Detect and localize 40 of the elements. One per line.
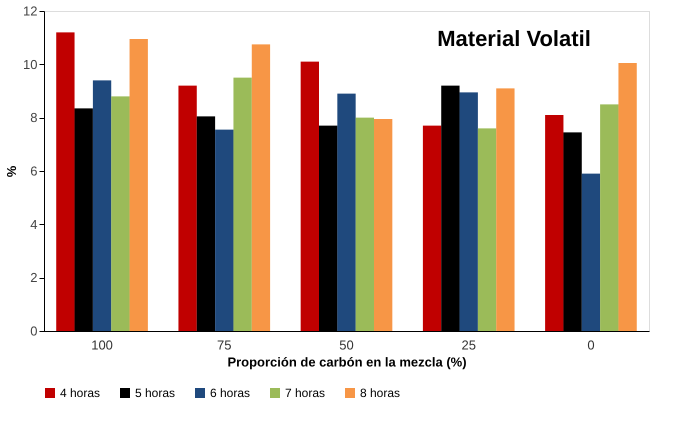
bar (215, 130, 234, 331)
bar (178, 86, 197, 331)
bar (92, 80, 112, 331)
y-tick-label: 2 (30, 270, 38, 286)
bar (600, 104, 618, 331)
bar (422, 126, 442, 331)
bar (374, 119, 392, 331)
bar (130, 39, 148, 331)
bar (111, 96, 130, 331)
bar (337, 94, 356, 331)
x-axis-title: Proporción de carbón en la mezcla (%) (227, 354, 467, 370)
bar (618, 63, 637, 331)
x-tick-label: 0 (587, 338, 595, 352)
x-tick-label: 50 (339, 338, 354, 352)
bar (56, 32, 75, 331)
x-tick-label: 75 (217, 338, 232, 352)
y-tick-label: 8 (30, 110, 38, 126)
legend-label: 7 horas (285, 386, 326, 400)
bar (478, 128, 496, 331)
legend-label: 4 horas (60, 386, 100, 400)
y-tick-label: 10 (23, 56, 38, 72)
y-tick-label: 12 (23, 4, 38, 18)
bar (545, 115, 564, 331)
bar (460, 92, 478, 331)
y-axis-title: % (4, 165, 20, 178)
y-tick-label: 4 (30, 216, 38, 232)
legend-label: 8 horas (360, 386, 400, 400)
bar (233, 78, 252, 331)
legend-label: 6 horas (210, 386, 250, 400)
bar (356, 118, 374, 331)
bar (496, 88, 515, 331)
y-tick-label: 0 (30, 324, 38, 338)
x-tick-label: 25 (461, 338, 476, 352)
y-tick-label: 6 (30, 164, 38, 178)
bar (300, 62, 319, 331)
legend-label: 5 horas (135, 386, 176, 400)
bar (582, 174, 600, 331)
x-tick-label: 100 (91, 338, 113, 352)
bar (252, 44, 270, 331)
text: Material Volatil (437, 26, 591, 51)
